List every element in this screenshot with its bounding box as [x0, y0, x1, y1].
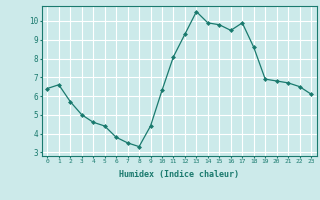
X-axis label: Humidex (Indice chaleur): Humidex (Indice chaleur) — [119, 170, 239, 179]
